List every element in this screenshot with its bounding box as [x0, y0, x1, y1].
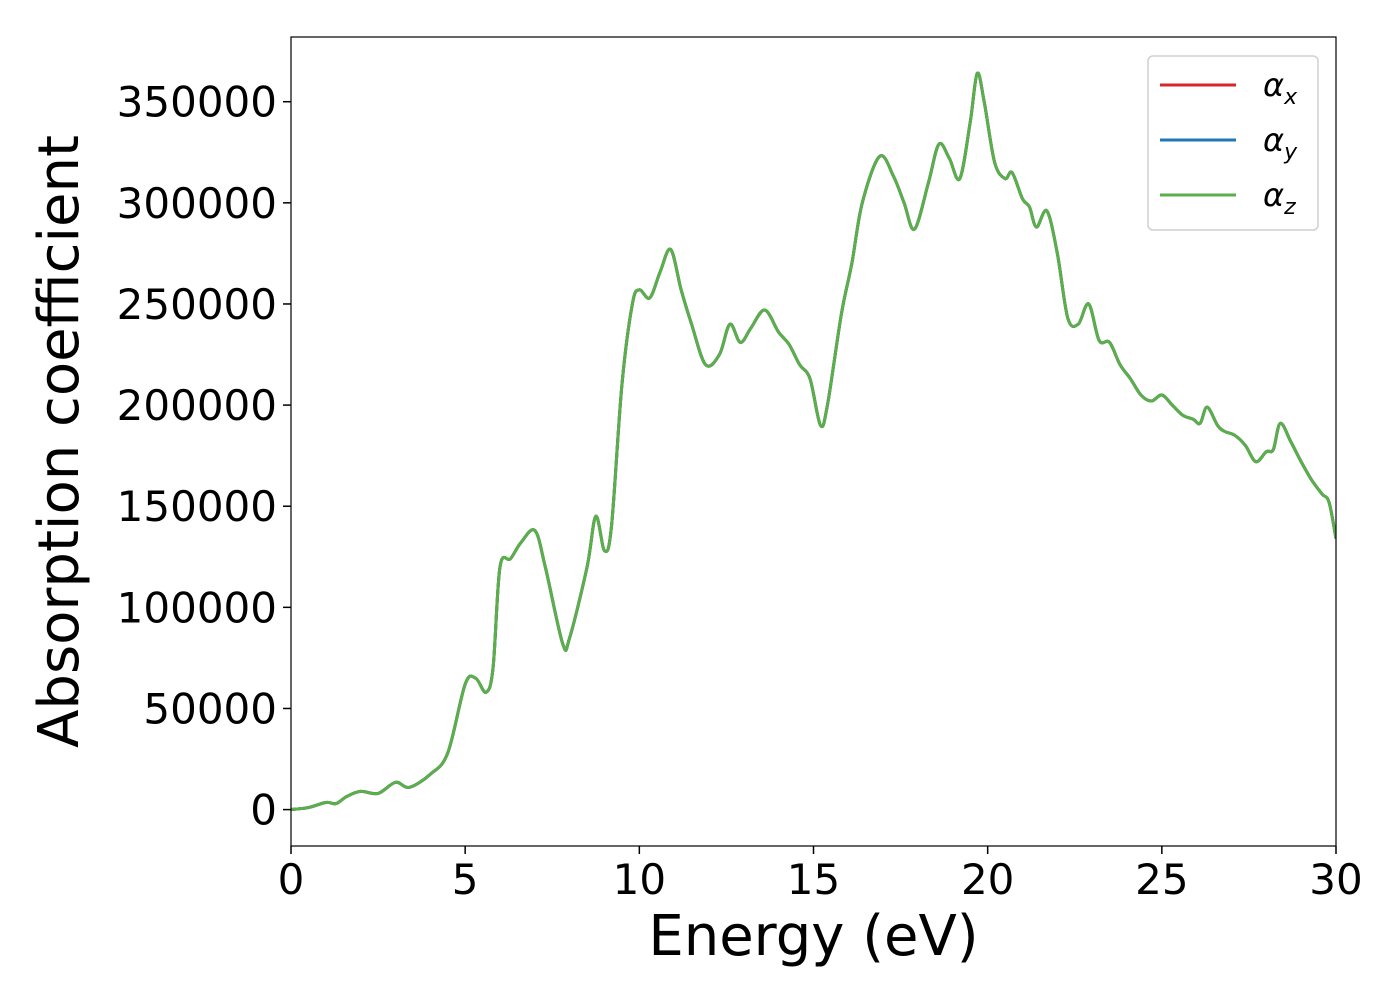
legend-box: [1147, 55, 1319, 231]
y-tick-label: 200000: [117, 381, 277, 430]
x-tick-label: 25: [1135, 855, 1188, 904]
legend: αx αy αz: [1147, 55, 1319, 231]
y-tick-label: 250000: [117, 280, 277, 329]
series-line-z: [291, 71, 1336, 812]
y-tick-label: 100000: [117, 583, 277, 632]
x-tick-label: 10: [613, 855, 666, 904]
x-tick-label: 30: [1309, 855, 1362, 904]
y-tick-label: 300000: [117, 179, 277, 228]
y-axis-title: Absorption coefficient: [27, 135, 92, 748]
x-tick-label: 15: [787, 855, 840, 904]
legend-label-y: αy: [1263, 121, 1298, 165]
y-tick-label: 350000: [117, 78, 277, 127]
y-tick-label: 0: [250, 786, 277, 835]
x-tick-label: 20: [961, 855, 1014, 904]
legend-label-x: αx: [1263, 66, 1298, 110]
y-tick-label: 150000: [117, 482, 277, 531]
y-tick-label: 50000: [143, 684, 277, 733]
x-axis-ticks: 0 5 10 15 20 25 30: [278, 846, 1363, 904]
x-tick-label: 5: [452, 855, 479, 904]
x-axis-title: Energy (eV): [648, 904, 978, 969]
x-tick-label: 0: [278, 855, 305, 904]
y-axis-ticks: 0 50000 100000 150000 200000 250000 300000 3500…: [117, 78, 291, 835]
legend-label-z: αz: [1263, 176, 1296, 220]
series-lines: [291, 71, 1336, 812]
